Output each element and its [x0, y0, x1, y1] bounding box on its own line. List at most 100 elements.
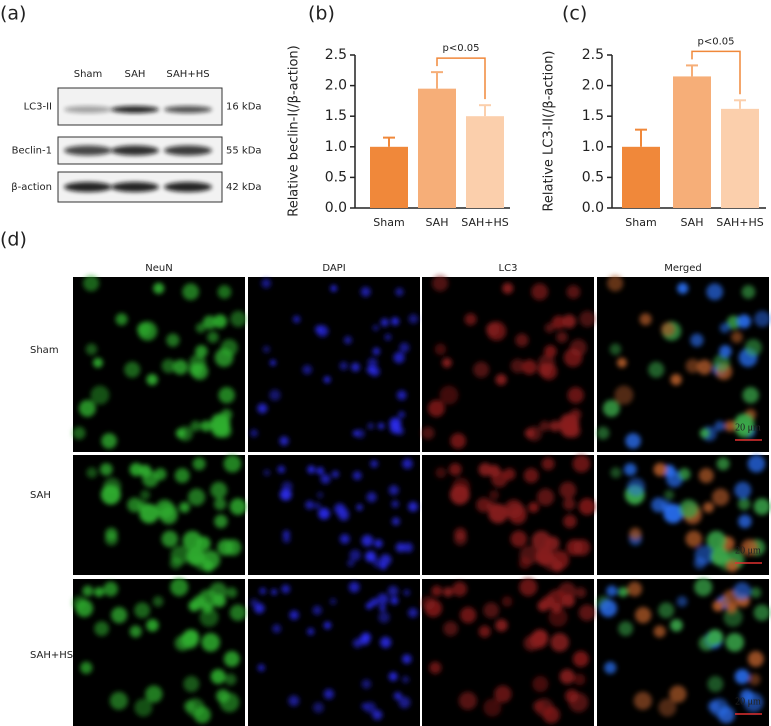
- cell: [743, 692, 764, 713]
- cell: [262, 345, 270, 353]
- cell: [750, 587, 762, 599]
- cell: [408, 501, 419, 512]
- cell: [269, 359, 276, 366]
- cell: [200, 420, 212, 432]
- cell: [524, 428, 536, 439]
- cell: [633, 691, 652, 710]
- cell: [678, 468, 691, 481]
- cell: [367, 422, 374, 430]
- scale-bar-label: 20 μm: [735, 545, 761, 556]
- cell: [486, 322, 500, 337]
- cell: [292, 315, 301, 323]
- cell: [421, 426, 435, 440]
- cell: [441, 357, 452, 368]
- cell: [575, 587, 587, 599]
- cell: [559, 413, 580, 434]
- cell: [670, 373, 682, 386]
- cell: [272, 624, 282, 634]
- cell: [391, 317, 400, 326]
- blot-band: [64, 106, 112, 113]
- cell: [395, 287, 404, 297]
- cell: [712, 600, 724, 612]
- cell: [627, 581, 643, 597]
- cell: [318, 507, 330, 520]
- cell: [733, 582, 751, 600]
- row-label: Sham: [30, 345, 59, 356]
- cell: [539, 420, 550, 432]
- bar: [673, 76, 711, 208]
- cell: [193, 706, 211, 724]
- cell: [566, 539, 583, 556]
- cell: [152, 596, 164, 607]
- cell: [741, 539, 758, 556]
- cell: [229, 498, 247, 516]
- cell: [599, 599, 618, 618]
- cell: [134, 602, 151, 619]
- cell: [389, 417, 402, 430]
- blot-band: [111, 145, 159, 156]
- cell: [343, 336, 352, 345]
- cell: [182, 530, 203, 551]
- cell: [443, 621, 459, 637]
- column-header: LC3: [499, 263, 518, 274]
- cell: [579, 310, 596, 328]
- cell: [531, 530, 552, 551]
- cell: [724, 420, 736, 432]
- column-header: Merged: [664, 263, 702, 274]
- cell: [380, 636, 392, 648]
- cell: [694, 578, 713, 597]
- blot-size-label: 16 kDa: [226, 102, 262, 113]
- cell: [578, 604, 596, 621]
- cell: [706, 283, 724, 301]
- cell: [726, 315, 741, 330]
- cell: [408, 313, 419, 324]
- cell: [94, 587, 105, 598]
- bar: [721, 108, 759, 208]
- cells: [435, 454, 596, 572]
- cell: [685, 530, 703, 548]
- cell: [403, 542, 413, 553]
- cell: [282, 535, 291, 543]
- cell: [380, 318, 389, 327]
- cell: [706, 530, 727, 551]
- cell: [179, 501, 190, 513]
- cell: [277, 465, 286, 474]
- cell: [349, 549, 361, 561]
- cell: [651, 497, 667, 513]
- y-tick-label: 2.5: [325, 47, 347, 63]
- cell: [379, 604, 386, 612]
- cell: [202, 315, 217, 330]
- cell: [663, 503, 683, 524]
- cell: [377, 422, 385, 430]
- y-tick-label: 1.0: [325, 139, 347, 155]
- cell: [523, 468, 539, 484]
- blot-band: [164, 182, 212, 192]
- cell: [281, 481, 293, 493]
- cell: [748, 673, 761, 686]
- cell: [75, 599, 94, 618]
- cell: [352, 471, 362, 481]
- panel-label: (c): [562, 3, 587, 25]
- cell: [115, 313, 128, 326]
- cell: [393, 352, 405, 364]
- cells: [86, 454, 247, 572]
- cell: [503, 468, 516, 481]
- cell: [140, 489, 151, 500]
- cell: [723, 607, 743, 627]
- cell: [627, 477, 646, 496]
- blot-band: [111, 182, 159, 192]
- cell: [92, 357, 103, 368]
- cell: [489, 489, 500, 500]
- cells: [263, 458, 419, 570]
- cell: [403, 589, 410, 596]
- cell: [307, 465, 316, 474]
- cell: [716, 457, 730, 471]
- cell: [639, 313, 652, 326]
- cell: [207, 331, 219, 343]
- cell: [427, 399, 445, 417]
- cell: [609, 343, 622, 356]
- cell: [186, 547, 205, 566]
- cell: [111, 607, 128, 624]
- cell: [714, 420, 725, 432]
